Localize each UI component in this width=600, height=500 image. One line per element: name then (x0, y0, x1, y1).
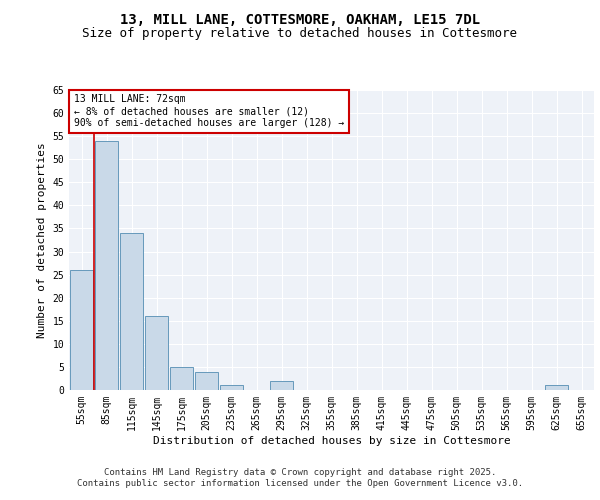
Bar (195, 372, 218, 390)
Bar (120, 233, 143, 390)
Bar (95, 141, 118, 390)
Y-axis label: Number of detached properties: Number of detached properties (37, 142, 47, 338)
Text: Contains HM Land Registry data © Crown copyright and database right 2025.
Contai: Contains HM Land Registry data © Crown c… (77, 468, 523, 487)
Bar (270, 381, 293, 390)
Bar (170, 367, 193, 390)
Text: 13, MILL LANE, COTTESMORE, OAKHAM, LE15 7DL: 13, MILL LANE, COTTESMORE, OAKHAM, LE15 … (120, 12, 480, 26)
Bar (145, 316, 168, 390)
Bar (545, 386, 568, 390)
Text: 13 MILL LANE: 72sqm
← 8% of detached houses are smaller (12)
90% of semi-detache: 13 MILL LANE: 72sqm ← 8% of detached hou… (74, 94, 344, 128)
X-axis label: Distribution of detached houses by size in Cottesmore: Distribution of detached houses by size … (152, 436, 511, 446)
Bar (70, 270, 93, 390)
Bar (220, 386, 243, 390)
Text: Size of property relative to detached houses in Cottesmore: Size of property relative to detached ho… (83, 28, 517, 40)
